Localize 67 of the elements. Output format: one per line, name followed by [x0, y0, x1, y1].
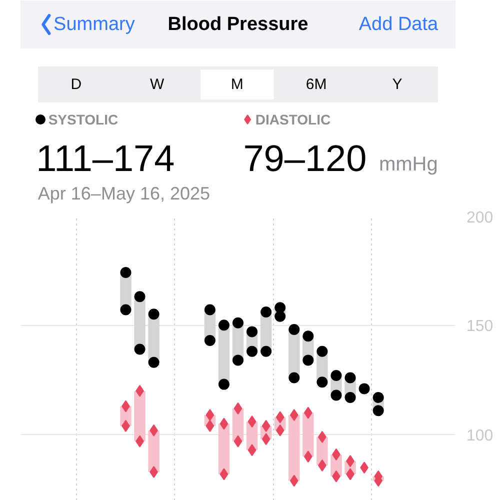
point [218, 378, 230, 390]
point [330, 390, 342, 401]
text: Apr 16–May 16, 2025 [38, 184, 210, 204]
point [304, 450, 312, 463]
point [234, 435, 242, 448]
point [288, 324, 300, 335]
point [232, 354, 244, 366]
legend-label: SYSTOLIC [48, 112, 118, 128]
point [290, 474, 298, 487]
text: Y [392, 76, 402, 93]
point [134, 344, 146, 355]
point [276, 411, 284, 424]
point [148, 308, 160, 320]
point [276, 424, 284, 436]
point [358, 383, 370, 394]
point [248, 416, 256, 428]
point [274, 310, 286, 322]
point [330, 370, 342, 382]
point [246, 346, 258, 357]
point [290, 409, 298, 421]
point [274, 302, 286, 314]
text: D [70, 76, 82, 93]
text: 6M [306, 76, 327, 93]
point [206, 409, 214, 421]
point [246, 326, 258, 338]
point [344, 392, 356, 403]
point [206, 420, 214, 432]
point [262, 433, 270, 446]
point [372, 405, 384, 416]
point [260, 346, 272, 357]
point [150, 466, 158, 478]
point [248, 444, 256, 456]
point [288, 372, 300, 384]
point [120, 267, 132, 278]
point [304, 406, 312, 419]
point [344, 372, 356, 384]
y-tick-label: 200 [466, 210, 494, 226]
y-tick-label: 150 [466, 318, 494, 336]
chart-title: Blood Pressure [168, 14, 308, 35]
point [262, 420, 270, 432]
point [302, 354, 314, 366]
y-tick-label: 100 [466, 428, 494, 445]
point [220, 468, 228, 480]
text: 79–120 [243, 138, 367, 179]
point [316, 346, 328, 357]
text: M [230, 76, 244, 93]
point [372, 392, 384, 403]
point [134, 291, 146, 302]
point [220, 418, 228, 430]
point [316, 376, 328, 388]
point [302, 330, 314, 342]
point [260, 306, 272, 318]
text: Summary [54, 14, 136, 35]
legend-label: DIASTOLIC [255, 112, 331, 128]
point [120, 304, 132, 316]
bar [134, 390, 146, 442]
point [234, 402, 242, 414]
text: W [150, 76, 166, 93]
bar [288, 415, 300, 481]
text: 111–174 [36, 138, 175, 179]
point [232, 317, 244, 328]
point [148, 356, 160, 368]
text: mmHg [378, 154, 438, 176]
text: Add Data [358, 14, 439, 35]
point [204, 334, 216, 346]
point [204, 304, 216, 316]
point [218, 320, 230, 331]
